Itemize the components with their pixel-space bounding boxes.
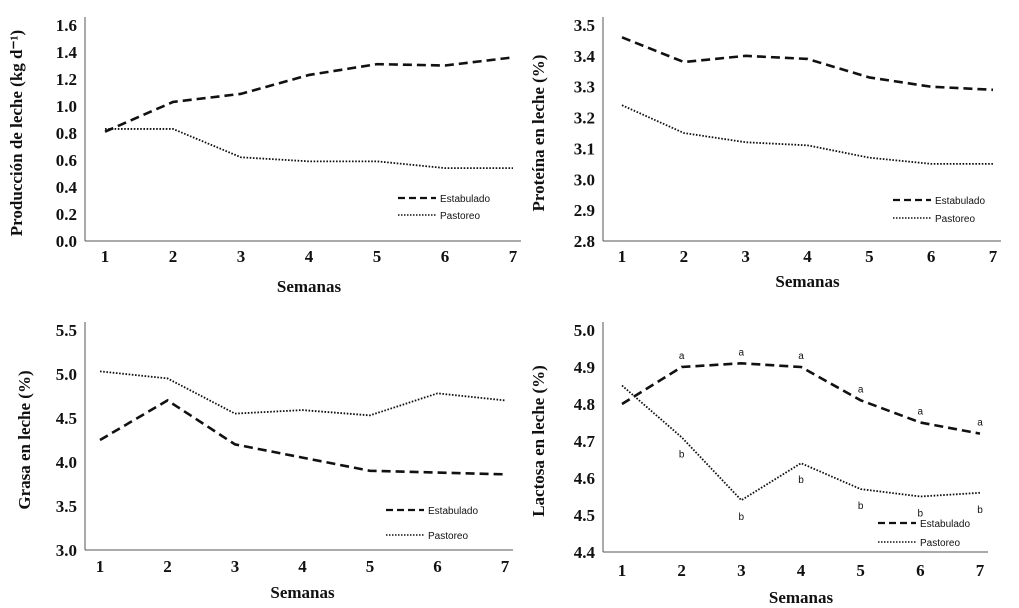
y-tick-label: 3.5: [574, 16, 595, 35]
y-tick-label: 5.0: [574, 321, 595, 340]
x-tick-label: 4: [305, 247, 314, 266]
significance-letter: b: [918, 509, 924, 520]
y-tick-label: 0.2: [56, 205, 77, 224]
y-tick-label: 4.7: [574, 432, 596, 451]
x-tick-label: 2: [163, 557, 172, 576]
chart-panel-2: 2.8 2.9 3.0 3.1 3.2 3.3 3.4 3.5 1 2 3 4 5 6 7 Semanas Pr…: [529, 16, 1001, 291]
x-axis-title: Semanas: [769, 588, 834, 607]
series-line-pastoreo: [105, 128, 513, 170]
x-tick-label: 5: [865, 247, 874, 266]
x-tick-label: 6: [441, 247, 450, 266]
x-tick-label: 1: [618, 561, 627, 580]
x-tick-label: 3: [741, 247, 750, 266]
x-tick-label: 2: [680, 247, 689, 266]
chart-panel-3: 3.0 3.5 4.0 4.5 5.0 5.5 1 2 3 4 5 6 7 Semanas Grasa en…: [15, 321, 513, 602]
significance-letter: b: [977, 505, 983, 516]
x-tick-label: 5: [366, 557, 375, 576]
chart-panel-1: 0.0 0.2 0.4 0.6 0.8 1.0 1.2 1.4 1.6 1 2 3 4 5 6 7 Semana…: [7, 16, 521, 296]
significance-letter: b: [858, 501, 864, 512]
legend-label-pastoreo: Pastoreo: [920, 538, 960, 549]
y-tick-label: 1.6: [56, 16, 77, 35]
y-tick-label: 3.0: [56, 541, 77, 560]
significance-letter: b: [739, 512, 745, 523]
y-tick-label: 4.8: [574, 395, 595, 414]
y-tick-label: 1.2: [56, 70, 77, 89]
y-tick-label: 0.6: [56, 151, 77, 170]
chart-panel-4: 4.4 4.5 4.6 4.7 4.8 4.9 5.0 1 2 3 4 5 6 7 Semanas Lacto…: [529, 321, 988, 607]
x-tick-label: 6: [916, 561, 925, 580]
significance-letter: b: [798, 475, 804, 486]
legend-label-estabulado: Estabulado: [920, 519, 970, 530]
legend-label-pastoreo: Pastoreo: [440, 211, 480, 222]
y-tick-label: 4.5: [56, 409, 77, 428]
significance-letter: b: [679, 449, 685, 460]
significance-letter: a: [798, 351, 804, 362]
x-tick-label: 5: [856, 561, 865, 580]
series-line-estabulado: [99, 398, 506, 476]
y-tick-label: 3.0: [574, 170, 595, 189]
significance-letter: a: [918, 407, 924, 418]
x-axis-title: Semanas: [277, 277, 342, 296]
x-axis-title: Semanas: [270, 583, 335, 602]
significance-letter: a: [679, 351, 685, 362]
y-tick-label: 4.0: [56, 453, 77, 472]
y-tick-label: 1.4: [56, 43, 78, 62]
y-axis-title: Grasa en leche (%): [15, 370, 34, 509]
y-tick-label: 4.9: [574, 358, 595, 377]
x-tick-label: 5: [373, 247, 382, 266]
y-tick-label: 4.5: [574, 506, 595, 525]
x-tick-label: 3: [237, 247, 246, 266]
x-tick-label: 7: [509, 247, 518, 266]
legend-label-estabulado: Estabulado: [428, 506, 478, 517]
y-tick-label: 4.4: [574, 543, 596, 562]
x-tick-label: 2: [169, 247, 178, 266]
legend-label-pastoreo: Pastoreo: [935, 214, 975, 225]
y-tick-label: 3.3: [574, 78, 595, 97]
y-tick-label: 2.8: [574, 232, 595, 251]
y-tick-label: 2.9: [574, 201, 595, 220]
significance-letter: a: [977, 418, 983, 429]
x-tick-label: 7: [976, 561, 985, 580]
x-tick-label: 4: [803, 247, 812, 266]
y-tick-label: 5.5: [56, 321, 77, 340]
significance-letter: a: [858, 384, 864, 395]
x-tick-label: 1: [96, 557, 105, 576]
series-line-pastoreo: [99, 370, 506, 417]
x-tick-label: 6: [927, 247, 936, 266]
y-tick-label: 3.4: [574, 47, 596, 66]
y-tick-label: 0.4: [56, 178, 78, 197]
x-tick-label: 1: [618, 247, 627, 266]
y-tick-label: 3.1: [574, 139, 595, 158]
x-axis-title: Semanas: [775, 272, 840, 291]
x-tick-label: 2: [677, 561, 686, 580]
y-tick-label: 4.6: [574, 469, 595, 488]
y-tick-label: 5.0: [56, 365, 77, 384]
x-tick-label: 7: [501, 557, 510, 576]
series-line-estabulado: [621, 36, 994, 92]
x-tick-label: 6: [433, 557, 442, 576]
x-tick-label: 3: [231, 557, 240, 576]
series-line-pastoreo: [621, 104, 993, 165]
y-tick-label: 0.8: [56, 124, 77, 143]
x-tick-label: 7: [989, 247, 998, 266]
y-axis-title: Proteína en leche (%): [529, 55, 548, 212]
series-line-estabulado: [104, 56, 514, 133]
significance-letter: a: [739, 347, 745, 358]
legend-label-pastoreo: Pastoreo: [428, 531, 468, 542]
y-tick-label: 1.0: [56, 97, 77, 116]
x-tick-label: 3: [737, 561, 746, 580]
y-tick-label: 3.5: [56, 497, 77, 516]
x-tick-label: 4: [797, 561, 806, 580]
y-tick-label: 3.2: [574, 109, 595, 128]
legend-label-estabulado: Estabulado: [440, 194, 490, 205]
y-tick-label: 0.0: [56, 232, 77, 251]
x-tick-label: 4: [298, 557, 307, 576]
series-line-estabulado: [621, 361, 981, 435]
x-tick-label: 1: [101, 247, 110, 266]
y-axis-title: Producción de leche (kg d⁻¹): [7, 30, 26, 236]
legend-label-estabulado: Estabulado: [935, 196, 985, 207]
y-axis-title: Lactosa en leche (%): [529, 365, 548, 517]
